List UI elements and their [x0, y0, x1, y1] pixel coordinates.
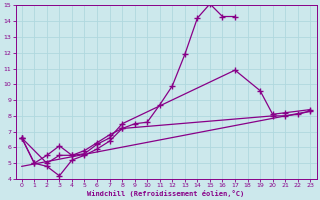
X-axis label: Windchill (Refroidissement éolien,°C): Windchill (Refroidissement éolien,°C) — [87, 190, 245, 197]
